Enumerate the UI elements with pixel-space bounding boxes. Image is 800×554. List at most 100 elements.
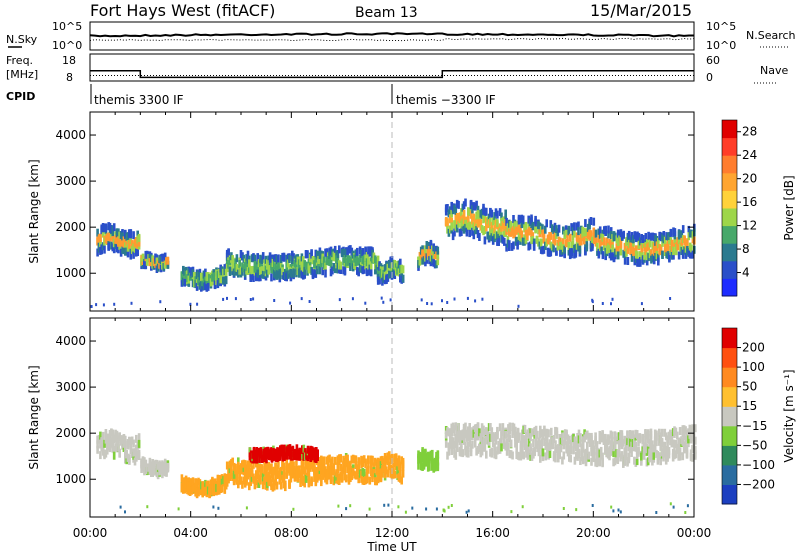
scatter-cell — [228, 266, 232, 275]
scatter-speck — [159, 300, 162, 304]
scatter-cell — [141, 253, 145, 262]
scatter-cell — [228, 465, 232, 474]
scatter-cell — [507, 433, 510, 442]
scatter-cell — [475, 200, 478, 209]
scatter-cell — [431, 245, 434, 254]
scatter-cell — [648, 454, 651, 463]
scatter-cell — [325, 248, 329, 257]
scatter-cell — [455, 217, 459, 226]
scatter-cell — [281, 444, 285, 453]
scatter-cell — [308, 254, 312, 263]
scatter-cell — [126, 232, 130, 241]
scatter-cell — [517, 224, 521, 233]
scatter-cell — [528, 218, 532, 227]
scatter-cell — [630, 431, 633, 440]
scatter-cell — [644, 443, 647, 452]
scatter-cell — [325, 475, 329, 484]
scatter-cell — [544, 433, 548, 441]
time-axis: 00:00 04:00 08:00 12:00 16:00 20:00 00:00 — [73, 526, 712, 540]
scatter-cell — [225, 264, 229, 273]
scatter-cell — [308, 462, 312, 471]
scatter-cell — [467, 207, 470, 216]
scatter-cell — [559, 241, 562, 250]
scatter-cell — [578, 241, 582, 250]
noise-sky-trace — [89, 32, 694, 38]
scatter-cell — [682, 425, 686, 434]
scatter-cell — [670, 432, 674, 441]
scatter-cell — [245, 470, 248, 479]
colorbar-swatch — [722, 278, 737, 297]
scatter-cell — [515, 439, 518, 448]
colorbar-tick-label: 20 — [742, 172, 757, 186]
scatter-cell — [362, 455, 366, 464]
scatter-cell — [275, 270, 279, 279]
scatter-cell — [126, 439, 130, 447]
scatter-cell — [503, 440, 506, 449]
scatter-cell — [394, 267, 398, 276]
scatter-cell — [549, 231, 553, 240]
scatter-cell — [225, 461, 229, 470]
scatter-cell — [183, 267, 186, 276]
scatter-cell — [525, 432, 528, 441]
scatter-cell — [687, 435, 690, 444]
scatter-cell — [117, 245, 120, 254]
scatter-cell — [673, 451, 676, 460]
scatter-cell — [486, 231, 489, 240]
scatter-cell — [277, 470, 280, 479]
scatter-cell — [524, 229, 528, 238]
scatter-speck — [521, 505, 524, 509]
scatter-cell — [249, 467, 252, 476]
scatter-cell — [308, 447, 311, 456]
scatter-cell — [422, 256, 426, 265]
scatter-cell — [362, 469, 366, 477]
scatter-cell — [282, 252, 286, 261]
x-tick-label: 16:00 — [475, 526, 510, 540]
scatter-cell — [521, 215, 525, 224]
scatter-cell — [303, 260, 306, 269]
scatter-cell — [419, 462, 423, 471]
scatter-cell — [191, 269, 195, 278]
scatter-cell — [526, 451, 530, 460]
scatter-cell — [232, 268, 236, 277]
scatter-cell — [239, 476, 243, 485]
scatter-cell — [154, 259, 157, 268]
scatter-cell — [329, 464, 333, 473]
scatter-cell — [97, 242, 101, 251]
scatter-cell — [111, 233, 115, 242]
scatter-cell — [130, 436, 134, 445]
scatter-cell — [277, 447, 281, 456]
scatter-cell — [145, 466, 149, 475]
scatter-cell — [103, 439, 106, 448]
scatter-cell — [457, 434, 460, 443]
scatter-cell — [517, 231, 521, 240]
colorbar-label: Power [dB] — [782, 175, 796, 240]
scatter-cell — [182, 265, 185, 274]
scatter-cell — [200, 277, 203, 285]
scatter-cell — [188, 272, 192, 281]
scatter-cell — [595, 441, 599, 450]
scatter-cell — [497, 229, 500, 238]
scatter-cell — [666, 232, 670, 241]
scatter-speck — [591, 298, 594, 302]
scatter-cell — [205, 486, 209, 495]
scatter-cell — [651, 254, 655, 263]
scatter-cell — [573, 456, 577, 465]
scatter-cell — [379, 468, 383, 477]
scatter-cell — [361, 467, 365, 476]
scatter-speck — [234, 297, 237, 301]
scatter-cell — [245, 464, 248, 473]
scatter-cell — [623, 242, 627, 251]
scatter-speck — [610, 302, 612, 306]
scatter-cell — [100, 438, 103, 447]
scatter-cell — [472, 222, 476, 231]
scatter-cell — [668, 232, 671, 240]
scatter-cell — [449, 215, 452, 224]
scatter-cell — [429, 248, 433, 257]
scatter-cell — [598, 239, 602, 248]
scatter-cell — [242, 463, 246, 472]
scatter-speck — [289, 301, 292, 305]
scatter-cell — [187, 481, 191, 490]
scatter-cell — [274, 468, 277, 477]
scatter-cell — [458, 228, 462, 237]
scatter-cell — [537, 221, 540, 230]
